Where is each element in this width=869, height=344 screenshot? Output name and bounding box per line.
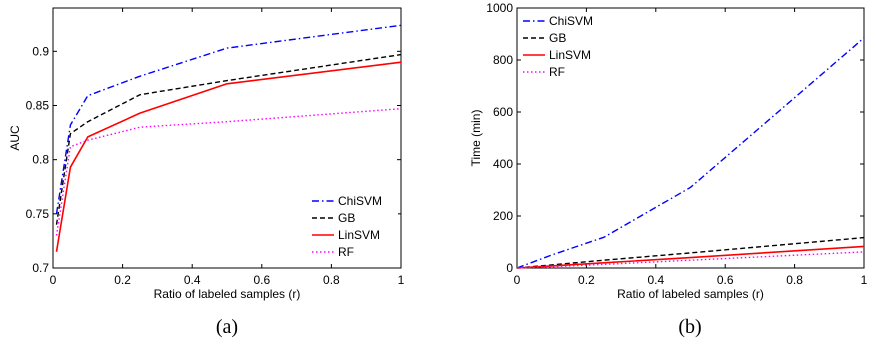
legend-label-rf: RF (549, 65, 565, 79)
y-tick-label: 0 (506, 261, 513, 275)
x-tick-label: 0.8 (323, 273, 340, 287)
series-line-gb (55, 53, 402, 225)
x-tick-label: 0.2 (114, 273, 131, 287)
y-axis-label: Time (min) (469, 110, 483, 167)
x-tick-label: 0 (50, 273, 57, 287)
y-tick-label: 600 (493, 105, 513, 119)
panel-caption: (a) (216, 316, 238, 338)
chart-panel-b: 0 0.2 0.4 0.6 0.8 1 0 200 400 600 800 1000 Ratio of … (469, 1, 868, 338)
x-tick-label: 1 (861, 273, 868, 287)
y-tick-label: 0.9 (32, 44, 49, 58)
y-tick-label: 1000 (486, 1, 513, 15)
x-tick-label: 1 (398, 273, 405, 287)
x-axis-label: Ratio of labeled samples (r) (154, 287, 301, 301)
y-tick-label: 400 (493, 157, 513, 171)
y-tick-label: 200 (493, 209, 513, 223)
legend-label-chisvm: ChiSVM (549, 14, 593, 28)
series-line-linsvm (55, 61, 402, 252)
x-tick-label: 0.6 (717, 273, 734, 287)
legend-label-gb: GB (549, 31, 566, 45)
legend-label-chisvm: ChiSVM (338, 194, 382, 208)
y-axis-label: AUC (8, 125, 22, 151)
panel-caption: (b) (678, 316, 701, 338)
series-line-gb (516, 236, 865, 269)
x-axis-label: Ratio of labeled samples (r) (617, 287, 764, 301)
legend-box (521, 12, 603, 84)
series-line-linsvm (516, 245, 865, 269)
y-tick-label: 0.7 (32, 261, 49, 275)
x-tick-label: 0.4 (184, 273, 201, 287)
y-tick-label: 0.85 (26, 99, 50, 113)
legend-label-gb: GB (338, 211, 355, 225)
y-tick-label: 0.8 (32, 153, 49, 167)
series-line-chisvm (516, 37, 865, 269)
x-tick-label: 0.2 (578, 273, 595, 287)
legend-label-linsvm: LinSVM (549, 48, 591, 62)
legend-label-linsvm: LinSVM (338, 228, 380, 242)
legend-label-rf: RF (338, 245, 354, 259)
y-tick-label: 800 (493, 53, 513, 67)
x-tick-label: 0.4 (647, 273, 664, 287)
plot-frame (516, 7, 865, 269)
x-tick-label: 0.6 (253, 273, 270, 287)
y-tick-label: 0.75 (26, 207, 50, 221)
x-tick-label: 0.8 (786, 273, 803, 287)
x-tick-label: 0 (514, 273, 521, 287)
series-line-chisvm (55, 24, 402, 214)
chart-panel-a: 0 0.2 0.4 0.6 0.8 1 0.7 0.75 0.8 0.85 0.9 Ratio of … (8, 7, 405, 338)
